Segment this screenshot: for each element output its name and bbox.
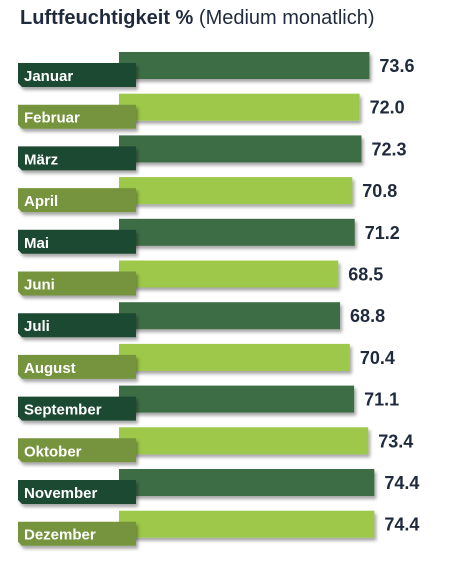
category-label: Oktober [24, 443, 82, 460]
value-label: 71.1 [364, 390, 399, 410]
value-label: 70.4 [360, 348, 395, 368]
category-label: August [24, 360, 76, 377]
bar [119, 135, 362, 163]
bar-group-3: März 72.3 [18, 135, 407, 171]
value-label: 73.4 [378, 431, 413, 451]
bar-group-5: Mai 71.2 [18, 218, 400, 254]
bar [119, 385, 355, 413]
value-label: 74.4 [384, 473, 419, 493]
chart-title-main: Luftfeuchtigkeit % [20, 7, 194, 29]
category-label: Juni [24, 277, 55, 294]
category-label: Mai [24, 235, 49, 252]
category-tag [18, 271, 136, 296]
bar-group-7: Juli 68.8 [18, 302, 385, 338]
value-label: 68.5 [348, 265, 383, 285]
category-tag [18, 188, 136, 213]
bar-group-9: September 71.1 [18, 385, 399, 421]
bar-group-2: Februar 72.0 [18, 93, 405, 129]
bar [119, 343, 350, 371]
value-label: 70.8 [362, 181, 397, 201]
category-tag [18, 438, 136, 463]
bar-group-10: Oktober 73.4 [18, 427, 413, 463]
value-label: 74.4 [384, 515, 419, 535]
category-tag [18, 313, 136, 338]
bar [119, 510, 375, 538]
category-label: Dezember [24, 527, 96, 544]
bar [119, 52, 370, 79]
bar-group-11: November 74.4 [18, 469, 419, 504]
value-label: 72.0 [370, 98, 405, 118]
bar-group-8: August 70.4 [18, 343, 395, 379]
category-label: November [24, 485, 98, 502]
category-label: März [24, 151, 58, 168]
category-tag [18, 354, 136, 379]
bar-group-6: Juni 68.5 [18, 260, 383, 296]
bar [119, 427, 369, 455]
value-label: 73.6 [379, 56, 414, 76]
bar-group-4: April 70.8 [18, 177, 397, 213]
category-tag [18, 396, 136, 421]
bar [119, 177, 353, 205]
value-label: 68.8 [350, 306, 385, 326]
category-tag [18, 146, 136, 171]
value-label: 72.3 [371, 139, 406, 159]
bar-group-12: Dezember 74.4 [18, 510, 419, 546]
bar [119, 302, 341, 330]
category-tag [18, 104, 136, 129]
bar [119, 260, 339, 288]
bars-layer: Januar 73.6 Februar 72.0 März 72.3 April 70.8 Ma… [18, 52, 419, 546]
category-label: September [24, 402, 102, 419]
category-tag [18, 63, 136, 87]
category-label: April [24, 193, 58, 210]
chart-title-sub: (Medium monatlich) [198, 7, 375, 29]
bar [119, 469, 375, 496]
category-tag [18, 521, 136, 546]
bar-group-1: Januar 73.6 [18, 52, 414, 87]
category-tag [18, 229, 136, 254]
bar [119, 93, 360, 121]
value-label: 71.2 [365, 223, 400, 243]
bar [119, 218, 355, 246]
category-label: Februar [24, 110, 80, 127]
category-label: Januar [24, 68, 73, 85]
chart-title: Luftfeuchtigkeit % (Medium monatlich) [20, 7, 375, 30]
category-tag [18, 480, 136, 504]
category-label: Juli [24, 318, 50, 335]
